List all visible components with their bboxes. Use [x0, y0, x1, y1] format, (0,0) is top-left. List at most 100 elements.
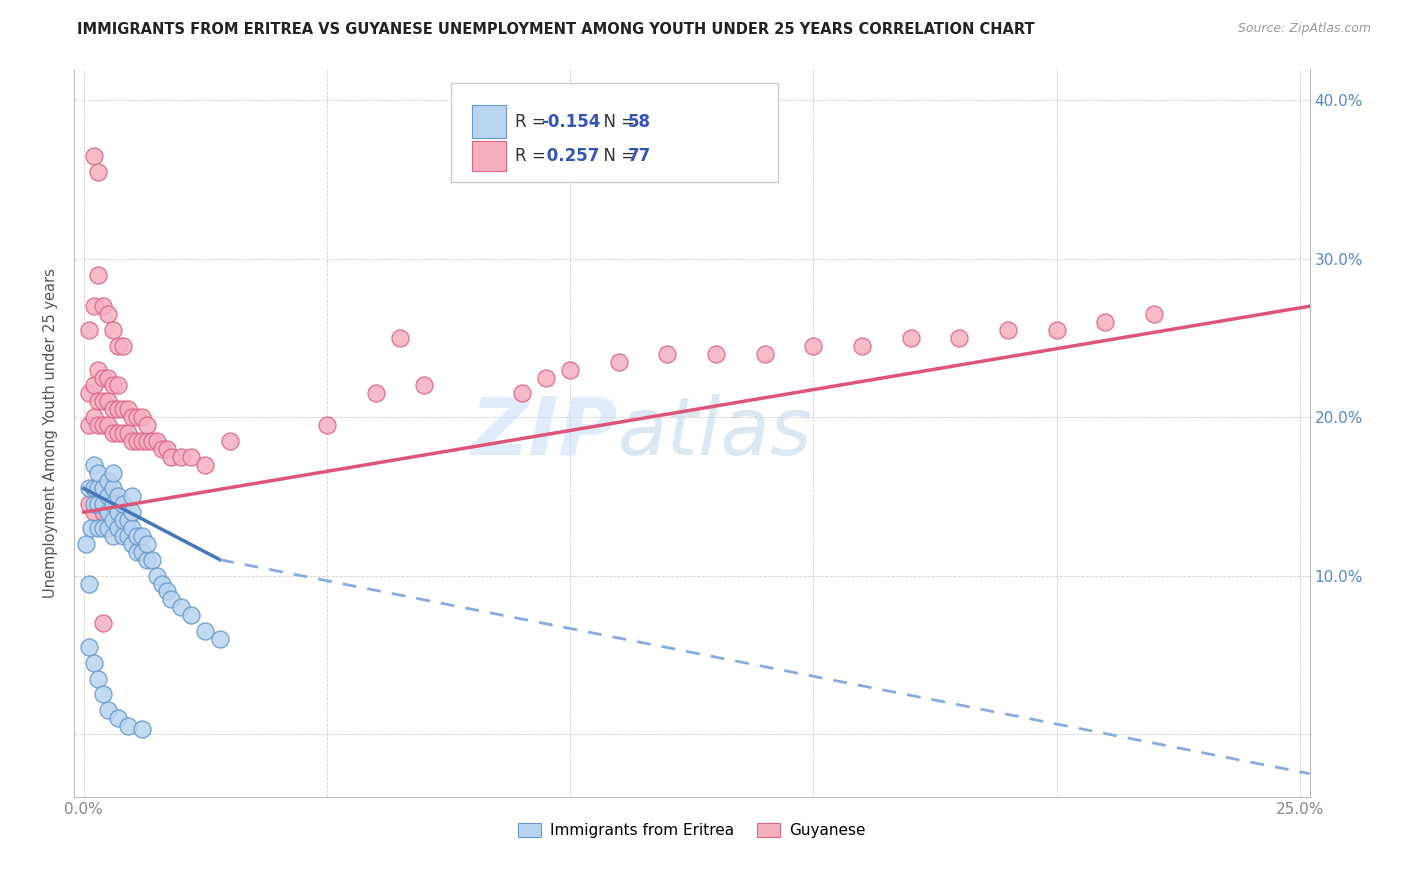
- Text: -0.154: -0.154: [541, 112, 600, 131]
- Point: [101, 466, 124, 480]
- Point: [607, 354, 630, 368]
- Point: [111, 513, 134, 527]
- Point: [87, 164, 110, 178]
- Text: 0.257: 0.257: [541, 147, 599, 165]
- FancyBboxPatch shape: [472, 105, 506, 137]
- Point: [107, 711, 129, 725]
- Point: [91, 394, 114, 409]
- Legend: Immigrants from Eritrea, Guyanese: Immigrants from Eritrea, Guyanese: [512, 817, 872, 845]
- Point: [131, 434, 153, 448]
- Point: [107, 425, 129, 440]
- Point: [83, 410, 105, 425]
- Point: [101, 513, 124, 527]
- Point: [107, 402, 129, 417]
- Point: [170, 600, 193, 615]
- Text: ZIP: ZIP: [470, 394, 617, 472]
- Point: [160, 592, 183, 607]
- FancyBboxPatch shape: [451, 83, 779, 181]
- Point: [121, 521, 143, 535]
- Point: [91, 616, 114, 631]
- Point: [117, 402, 139, 417]
- Point: [97, 394, 120, 409]
- Point: [107, 378, 129, 392]
- Point: [194, 458, 217, 472]
- Text: Source: ZipAtlas.com: Source: ZipAtlas.com: [1237, 22, 1371, 36]
- Point: [170, 450, 193, 464]
- Point: [136, 553, 159, 567]
- Point: [77, 497, 100, 511]
- Point: [83, 378, 105, 392]
- Point: [87, 418, 110, 433]
- Point: [101, 402, 124, 417]
- Text: IMMIGRANTS FROM ERITREA VS GUYANESE UNEMPLOYMENT AMONG YOUTH UNDER 25 YEARS CORR: IMMIGRANTS FROM ERITREA VS GUYANESE UNEM…: [77, 22, 1035, 37]
- Point: [121, 410, 143, 425]
- Point: [121, 434, 143, 448]
- Point: [150, 442, 173, 456]
- Point: [87, 394, 110, 409]
- Point: [117, 425, 139, 440]
- Point: [218, 434, 240, 448]
- Point: [127, 529, 149, 543]
- Point: [117, 719, 139, 733]
- Point: [91, 482, 114, 496]
- Point: [657, 347, 679, 361]
- Point: [1143, 307, 1166, 321]
- Point: [77, 418, 100, 433]
- Point: [91, 299, 114, 313]
- Point: [97, 703, 120, 717]
- Point: [83, 505, 105, 519]
- Point: [91, 505, 114, 519]
- Point: [91, 497, 114, 511]
- Point: [136, 434, 159, 448]
- Point: [131, 545, 153, 559]
- Point: [534, 370, 557, 384]
- Text: R =: R =: [515, 112, 551, 131]
- Point: [80, 521, 103, 535]
- Point: [316, 418, 339, 433]
- Point: [83, 458, 105, 472]
- Point: [510, 386, 533, 401]
- Point: [91, 521, 114, 535]
- Point: [83, 482, 105, 496]
- Point: [87, 521, 110, 535]
- Point: [900, 331, 922, 345]
- Point: [87, 466, 110, 480]
- Point: [97, 418, 120, 433]
- Text: N =: N =: [593, 112, 640, 131]
- Point: [87, 268, 110, 282]
- Point: [194, 624, 217, 638]
- Point: [87, 497, 110, 511]
- Point: [111, 402, 134, 417]
- Point: [87, 482, 110, 496]
- Point: [704, 347, 727, 361]
- Point: [101, 425, 124, 440]
- Point: [107, 505, 129, 519]
- Text: 58: 58: [627, 112, 651, 131]
- Point: [83, 656, 105, 670]
- Point: [101, 497, 124, 511]
- Point: [97, 307, 120, 321]
- Text: atlas: atlas: [617, 394, 813, 472]
- Point: [97, 370, 120, 384]
- Point: [111, 339, 134, 353]
- Point: [77, 323, 100, 337]
- Point: [160, 450, 183, 464]
- Point: [141, 434, 163, 448]
- Point: [111, 497, 134, 511]
- Point: [77, 576, 100, 591]
- Point: [91, 418, 114, 433]
- Point: [150, 576, 173, 591]
- Point: [111, 425, 134, 440]
- Point: [87, 672, 110, 686]
- Point: [107, 521, 129, 535]
- Point: [948, 331, 970, 345]
- Point: [1045, 323, 1067, 337]
- Point: [121, 505, 143, 519]
- Point: [413, 378, 436, 392]
- Point: [131, 529, 153, 543]
- Point: [75, 537, 97, 551]
- Point: [388, 331, 411, 345]
- Point: [107, 339, 129, 353]
- Point: [83, 497, 105, 511]
- Point: [155, 442, 177, 456]
